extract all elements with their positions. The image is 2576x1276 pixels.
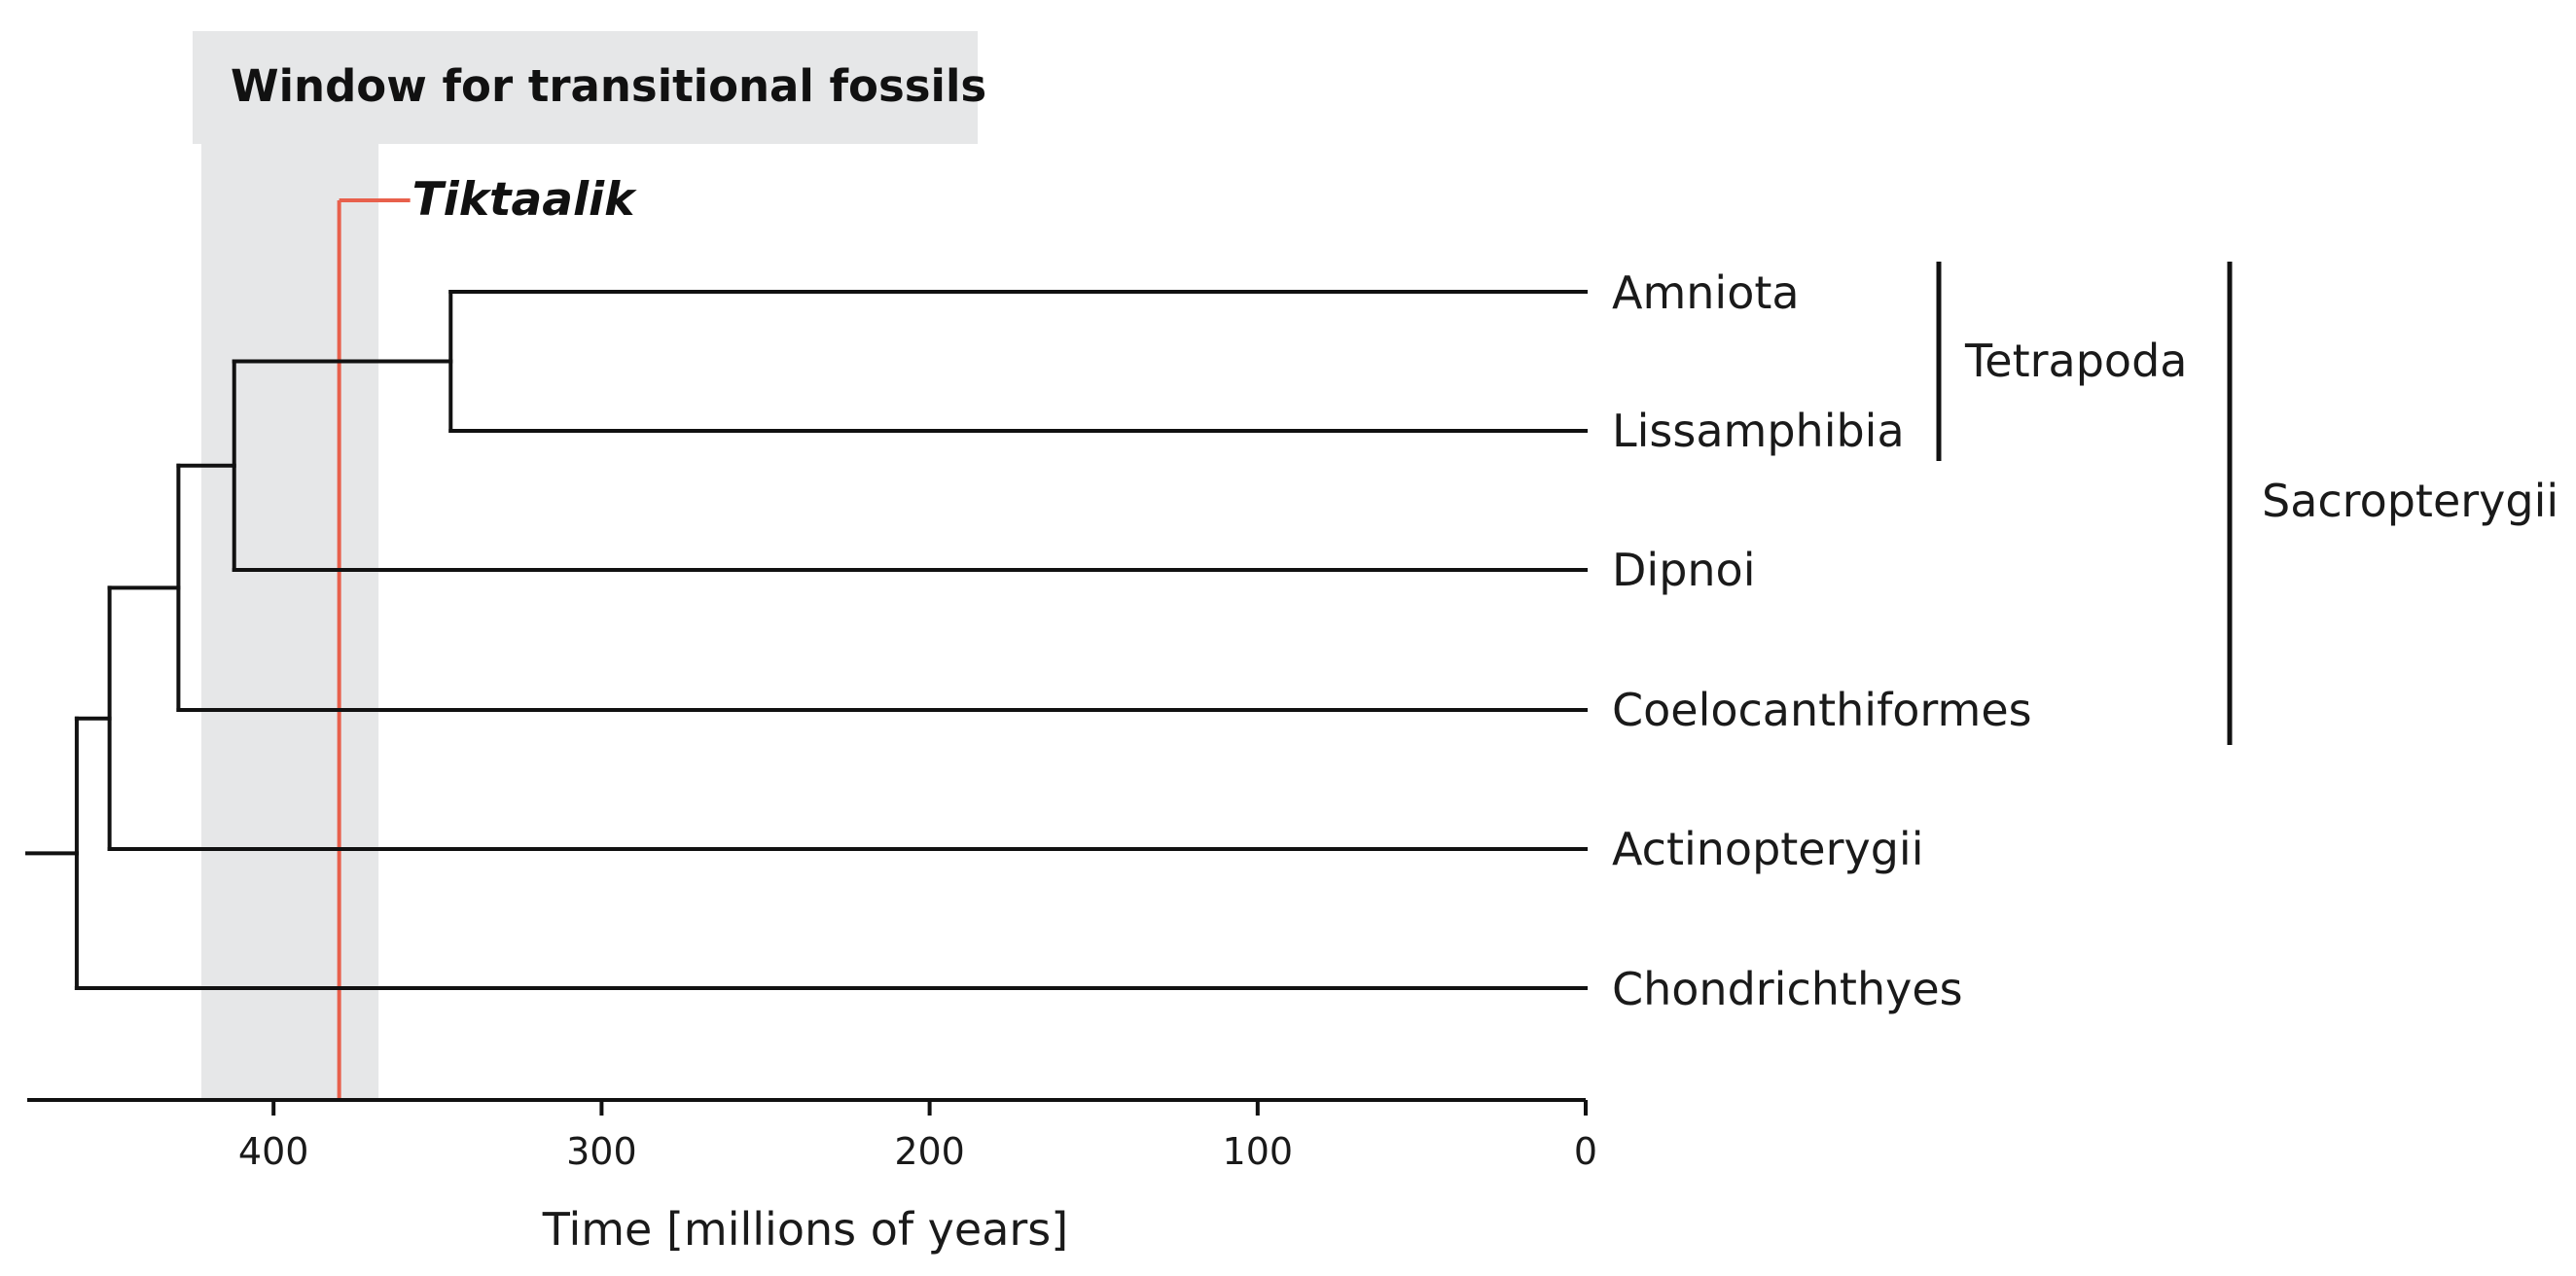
tree-branches xyxy=(25,290,1588,990)
time-axis: 400 300 200 100 0 Time [millions of year… xyxy=(27,1098,1597,1256)
tick-label-300: 300 xyxy=(566,1130,637,1173)
axis-title: Time [millions of years] xyxy=(542,1203,1068,1256)
taxon-label-amniota: Amniota xyxy=(1612,266,1800,319)
taxon-label-chondrichthyes: Chondrichthyes xyxy=(1612,963,1963,1015)
window-band xyxy=(201,31,379,1100)
taxon-labels: Amniota Lissamphibia Dipnoi Coelocanthif… xyxy=(1612,266,2032,1015)
fossil-label: Tiktaalik xyxy=(412,173,638,227)
taxon-label-actinopterygii: Actinopterygii xyxy=(1612,823,1924,875)
taxon-label-lissamphibia: Lissamphibia xyxy=(1612,405,1905,457)
window-title: Window for transitional fossils xyxy=(231,60,986,112)
tick-label-100: 100 xyxy=(1223,1130,1294,1173)
taxon-label-dipnoi: Dipnoi xyxy=(1612,544,1755,596)
clade-label-tetrapoda: Tetrapoda xyxy=(1964,335,2187,387)
clade-brackets: Tetrapoda Sacropterygii xyxy=(1936,262,2558,745)
tick-label-400: 400 xyxy=(238,1130,309,1173)
tick-label-200: 200 xyxy=(894,1130,965,1173)
axis-ticks xyxy=(271,1100,1588,1116)
clade-label-sacropterygii: Sacropterygii xyxy=(2262,475,2558,527)
tick-label-0: 0 xyxy=(1574,1130,1597,1173)
tiktaalik-marker: Tiktaalik xyxy=(337,173,638,1100)
taxon-label-coelocanthiformes: Coelocanthiformes xyxy=(1612,684,2032,736)
transitional-window: Window for transitional fossils xyxy=(193,31,986,1100)
